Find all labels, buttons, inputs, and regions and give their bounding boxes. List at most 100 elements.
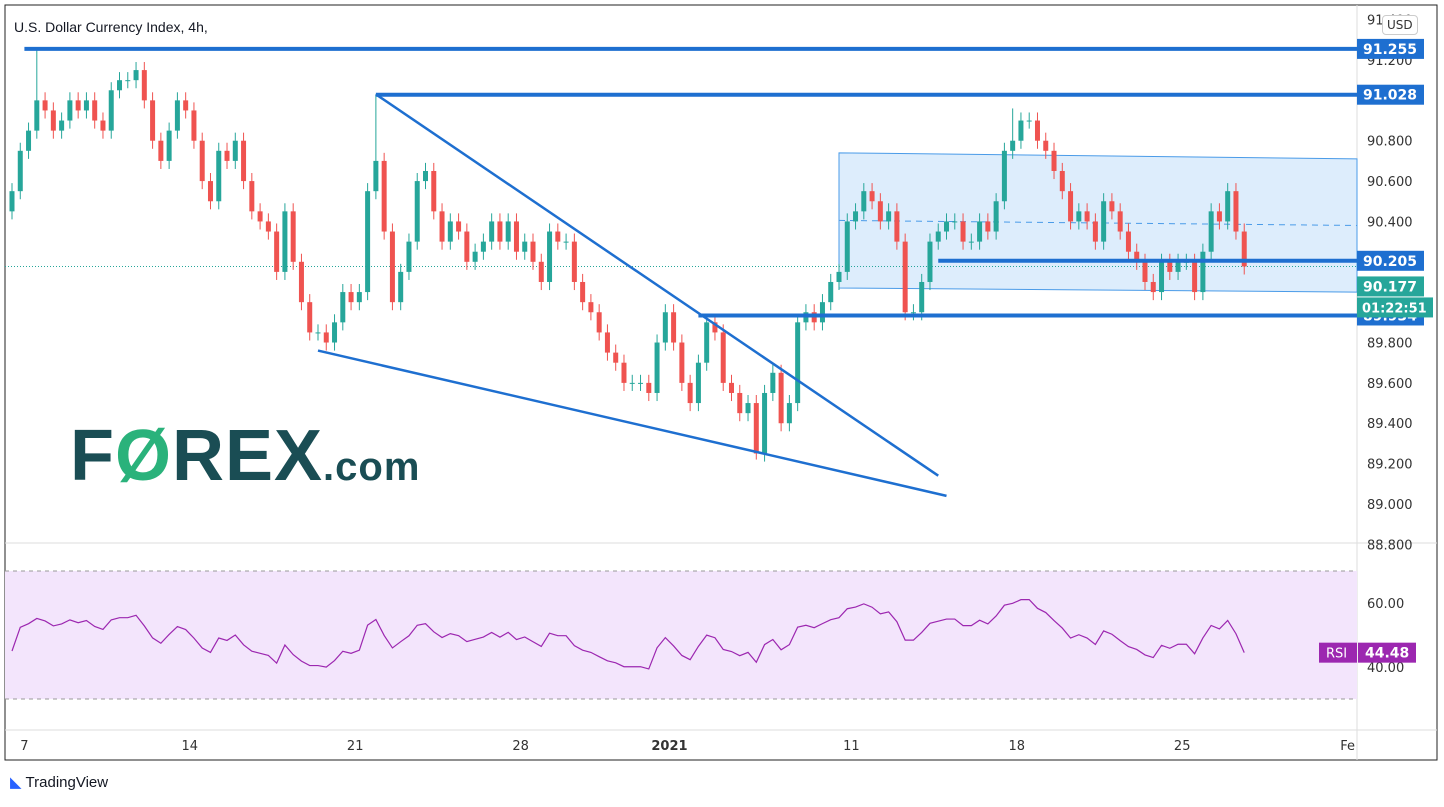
time-tick-label: 18 — [1009, 739, 1026, 754]
candle-body — [762, 392, 768, 454]
candle-body — [117, 80, 123, 91]
candle-body — [737, 392, 743, 414]
candle-body — [1109, 201, 1115, 212]
candle-body — [125, 80, 131, 82]
candle-body — [563, 241, 569, 243]
candle-body — [1010, 140, 1016, 151]
candle-body — [439, 211, 445, 242]
candle-body — [853, 211, 859, 222]
candle-body — [249, 181, 255, 212]
candle-body — [17, 150, 23, 192]
candle-body — [290, 211, 296, 262]
candle-body — [596, 312, 602, 333]
candle-body — [100, 120, 106, 131]
candle-body — [1051, 150, 1057, 171]
candle-body — [770, 372, 776, 393]
candle-body — [538, 261, 544, 282]
level-label-box — [1357, 38, 1424, 59]
candle-body — [580, 281, 586, 303]
candle-body — [1018, 120, 1024, 141]
candle-body — [274, 231, 280, 272]
rsi-band — [5, 571, 1357, 699]
price-tick-label: 89.000 — [1367, 498, 1413, 513]
candle-body — [282, 211, 288, 272]
candle-body — [224, 150, 230, 161]
candle-body — [108, 90, 114, 131]
forex-watermark-logo: FØREX.com — [70, 416, 421, 496]
candle-body — [753, 403, 759, 454]
candle-body — [1043, 140, 1049, 151]
candle-body — [480, 241, 486, 252]
time-tick-label: 2021 — [651, 739, 687, 754]
countdown-box — [1357, 297, 1433, 318]
price-tick-label: 88.800 — [1367, 538, 1413, 553]
candle-body — [604, 332, 610, 353]
candle-body — [547, 231, 553, 282]
candle-body — [1101, 201, 1107, 242]
time-tick-label: 28 — [512, 739, 529, 754]
candle-body — [588, 302, 594, 313]
candle-body — [50, 110, 56, 131]
candle-body — [332, 322, 338, 343]
candle-body — [1134, 251, 1140, 262]
candle-body — [315, 332, 321, 334]
candle-body — [348, 292, 354, 303]
candle-body — [704, 322, 710, 363]
rsi-tick-label: 40.00 — [1367, 661, 1404, 676]
candle-body — [638, 382, 644, 384]
candle-body — [745, 403, 751, 414]
candle-body — [646, 382, 652, 393]
countdown-label: 01:22:51 — [1362, 301, 1427, 316]
level-label-box — [1357, 250, 1424, 271]
candle-body — [232, 140, 238, 161]
candle-body — [1159, 261, 1165, 293]
candle-body — [679, 342, 685, 383]
rsi-line — [11, 599, 1245, 670]
last-price-box — [1357, 276, 1424, 297]
candle-body — [241, 140, 247, 182]
candle-body — [42, 100, 48, 111]
price-tick-label: 89.800 — [1367, 337, 1413, 352]
candle-body — [59, 120, 65, 131]
price-channel — [838, 152, 1358, 293]
price-tick-label: 89.200 — [1367, 458, 1413, 473]
candle-body — [505, 221, 511, 242]
candle-body — [869, 191, 875, 202]
currency-button[interactable]: USD — [1382, 15, 1418, 35]
candle-body — [720, 332, 726, 383]
time-tick-label: 21 — [347, 739, 364, 754]
price-tick-label: 89.600 — [1367, 377, 1413, 392]
trendline — [317, 349, 947, 498]
candle-body — [26, 130, 32, 151]
candle-body — [621, 362, 627, 383]
candle-body — [389, 231, 395, 303]
candle-body — [447, 221, 453, 242]
price-tick-label: 89.400 — [1367, 417, 1413, 432]
candle-body — [456, 221, 462, 232]
time-tick-label: 14 — [182, 739, 199, 754]
candle-body — [886, 211, 892, 222]
candle-body — [695, 362, 701, 404]
candle-body — [1034, 120, 1040, 141]
candle-body — [191, 110, 197, 141]
tradingview-logo[interactable]: ◣ TradingView — [10, 773, 108, 792]
candle-body — [927, 241, 933, 282]
candle-body — [662, 312, 668, 343]
candle-body — [307, 302, 313, 333]
channel-midline — [838, 219, 1358, 226]
candle-body — [497, 221, 503, 242]
candle-body — [489, 221, 495, 242]
candle-body — [1026, 120, 1032, 122]
candle-body — [199, 140, 205, 182]
candle-body — [1150, 281, 1156, 293]
candle-body — [1216, 211, 1222, 222]
time-tick-label: 7 — [20, 739, 28, 754]
candle-body — [464, 231, 470, 262]
candle-body — [150, 100, 156, 141]
candle-body — [902, 241, 908, 313]
candle-body — [844, 221, 850, 272]
candle-body — [944, 221, 950, 232]
candle-body — [141, 70, 147, 101]
